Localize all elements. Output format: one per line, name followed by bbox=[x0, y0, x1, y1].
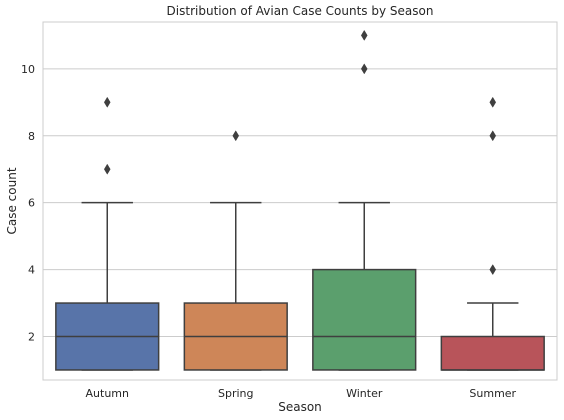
x-tick-label: Winter bbox=[346, 387, 383, 400]
outlier-point bbox=[489, 264, 497, 276]
x-axis-title: Season bbox=[278, 400, 322, 414]
outlier-point bbox=[103, 163, 111, 175]
y-tick-label: 4 bbox=[28, 264, 35, 277]
outlier-point bbox=[103, 96, 111, 108]
box-series bbox=[55, 29, 545, 371]
y-tick-label: 10 bbox=[21, 63, 35, 76]
y-axis-ticks: 2 4 6 8 10 bbox=[21, 63, 35, 344]
outlier-point bbox=[360, 29, 368, 41]
outlier-point bbox=[232, 130, 240, 142]
y-tick-label: 8 bbox=[28, 130, 35, 143]
outlier-point bbox=[489, 130, 497, 142]
chart-title: Distribution of Avian Case Counts by Sea… bbox=[167, 4, 434, 18]
plot-area-frame bbox=[42, 21, 558, 381]
x-axis-ticks: Autumn Spring Winter Summer bbox=[86, 387, 517, 400]
y-axis-title: Case count bbox=[5, 167, 19, 234]
box-iqr bbox=[440, 335, 545, 371]
x-tick-label: Spring bbox=[218, 387, 254, 400]
y-tick-label: 6 bbox=[28, 197, 35, 210]
box-spring bbox=[183, 130, 288, 371]
x-tick-label: Autumn bbox=[86, 387, 129, 400]
box-autumn bbox=[55, 96, 160, 371]
outlier-point bbox=[489, 96, 497, 108]
x-tick-label: Summer bbox=[469, 387, 516, 400]
box-iqr bbox=[312, 268, 417, 371]
box-winter bbox=[312, 29, 417, 371]
y-tick-label: 2 bbox=[28, 331, 35, 344]
outlier-point bbox=[360, 63, 368, 75]
box-summer bbox=[440, 96, 545, 371]
